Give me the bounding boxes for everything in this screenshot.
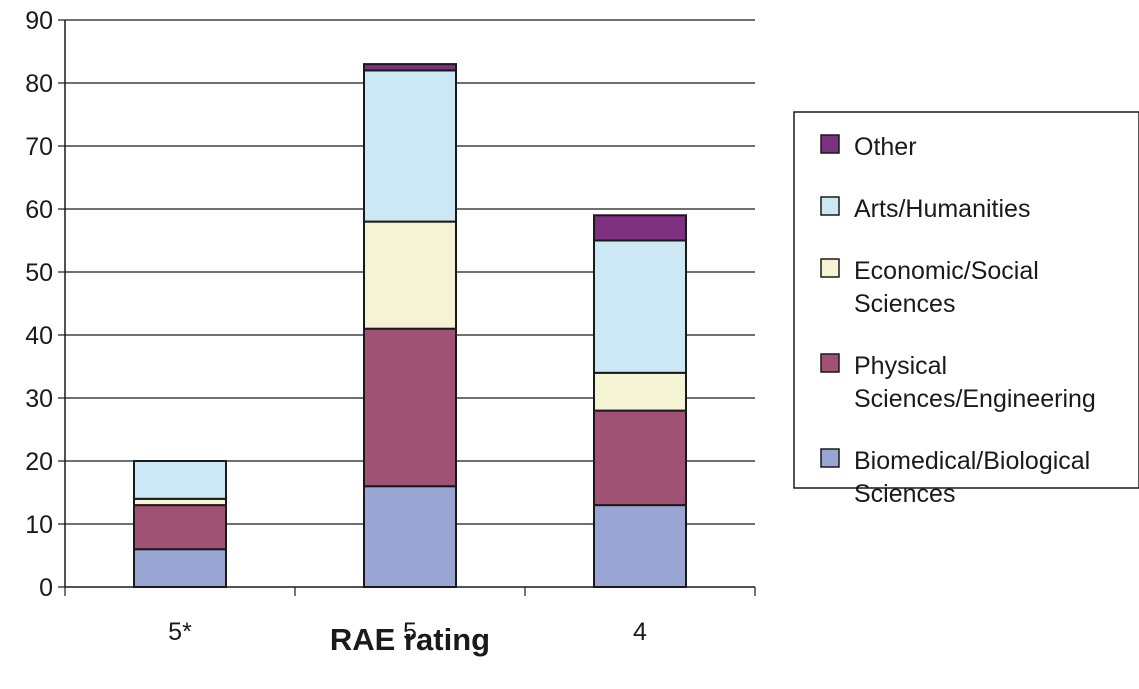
y-tick-label: 30 <box>25 385 53 413</box>
y-tick-label: 70 <box>25 133 53 161</box>
y-tick-label: 40 <box>25 322 53 350</box>
legend-label: Economic/Social <box>854 257 1039 285</box>
x-axis-title: RAE rating <box>330 622 490 657</box>
x-tick-label: 5* <box>168 618 192 646</box>
y-tick-label: 50 <box>25 259 53 287</box>
bar-segment <box>593 409 687 507</box>
y-tick-label: 60 <box>25 196 53 224</box>
legend-swatch <box>820 134 840 154</box>
legend-box <box>793 111 1139 489</box>
legend-label: Biomedical/Biological <box>854 447 1090 475</box>
legend-label: Sciences <box>854 290 955 318</box>
bar-segment <box>363 69 457 223</box>
y-tick-label: 10 <box>25 511 53 539</box>
bar-segment <box>363 220 457 330</box>
legend-swatch <box>820 196 840 216</box>
bar-segment <box>593 371 687 412</box>
y-tick-label: 0 <box>39 574 53 602</box>
legend-label: Other <box>854 133 917 161</box>
legend-swatch <box>820 258 840 278</box>
legend-label: Sciences/Engineering <box>854 385 1096 413</box>
bar-segment <box>593 239 687 374</box>
bar-segment <box>363 485 457 589</box>
bar-segment <box>593 214 687 242</box>
bar-segment <box>133 504 227 551</box>
axes: 0 10 20 30 40 50 60 70 80 90 5* 5 4 <box>25 7 756 646</box>
bars <box>133 63 687 589</box>
bar-segment <box>133 548 227 589</box>
legend-label: Sciences <box>854 480 955 508</box>
y-tick-label: 20 <box>25 448 53 476</box>
legend-swatch <box>820 353 840 373</box>
bar-segment <box>363 63 457 72</box>
bar-segment <box>363 327 457 488</box>
y-tick-label: 90 <box>25 7 53 35</box>
x-tick-label: 4 <box>633 618 647 646</box>
bar-segment <box>593 504 687 589</box>
y-tick-label: 80 <box>25 70 53 98</box>
legend-label: Arts/Humanities <box>854 195 1030 223</box>
legend-label: Physical <box>854 352 947 380</box>
x-tick-label: 5 <box>403 618 417 646</box>
bar-segment <box>133 460 227 500</box>
legend: Other Arts/Humanities Economic/Social Scien… <box>793 111 1139 508</box>
legend-swatch <box>820 448 840 468</box>
